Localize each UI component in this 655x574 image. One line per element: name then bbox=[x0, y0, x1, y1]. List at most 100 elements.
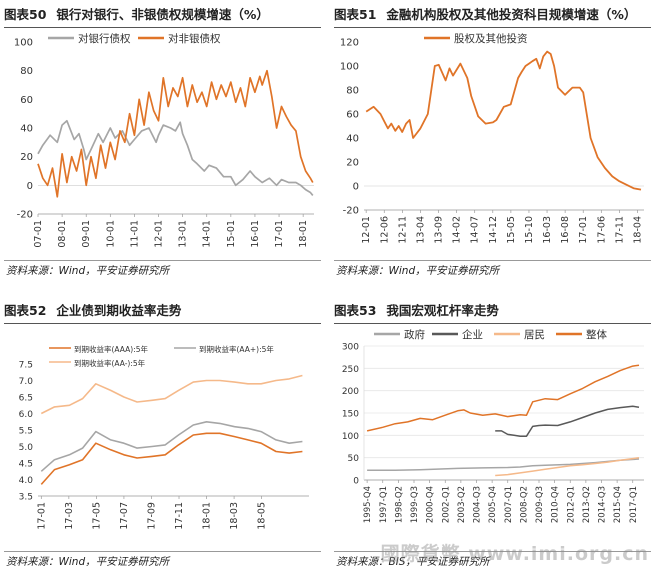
y-tick-label: 3.5 bbox=[19, 493, 33, 503]
chart-title-text: 我国宏观杠杆率走势 bbox=[386, 303, 499, 318]
series-line-1 bbox=[365, 50, 642, 191]
x-tick-label: 2009-Q3 bbox=[535, 486, 545, 523]
source-note: 资料来源：Wind，平安证券研究所 bbox=[336, 265, 500, 277]
chart-number: 图表53 bbox=[334, 303, 377, 318]
x-tick-label: 13-01 bbox=[178, 220, 189, 248]
source-rule bbox=[4, 260, 321, 261]
y-tick-label: 6.5 bbox=[19, 394, 33, 404]
title-rule bbox=[4, 27, 321, 28]
x-tick-label: 1995-Q4 bbox=[363, 486, 373, 523]
chart-canvas: 3.5 4.0 4.5 5.0 5.5 6.0 6.5 7.0 7.5 17-01 17-03 17-… bbox=[19, 344, 309, 530]
y-tick-label: 250 bbox=[342, 365, 359, 375]
series-line-1 bbox=[37, 119, 314, 196]
chart-panel-53: 图表53 我国宏观杠杆率走势 0 50 100 150 200 250 300 1995-Q4 1… bbox=[334, 300, 651, 572]
y-tick-label: 60 bbox=[346, 110, 359, 121]
x-tick-label: 2003-Q2 bbox=[457, 486, 467, 523]
chart-title-text: 金融机构股权及其他投资科目规模增速（%） bbox=[386, 7, 637, 22]
x-tick-label: 2002-Q1 bbox=[441, 486, 451, 523]
y-tick-label: 100 bbox=[340, 62, 359, 73]
x-tick-label: 18-03 bbox=[229, 502, 240, 530]
chart-title-text: 企业债到期收益率走势 bbox=[56, 303, 182, 318]
x-tick-label: 17-01 bbox=[36, 502, 47, 530]
source-note: 资料来源：Wind，平安证券研究所 bbox=[6, 265, 170, 277]
y-tick-label: 4.0 bbox=[19, 476, 34, 486]
title-rule bbox=[334, 323, 651, 324]
x-tick-label: 2007-Q1 bbox=[504, 486, 514, 523]
source-rule bbox=[4, 551, 321, 552]
x-tick-label: 2014-Q3 bbox=[598, 486, 608, 523]
chart-panel-50: 图表50 银行对银行、非银债权规模增速（%） -20 0 20 40 60 80 100 07-… bbox=[4, 4, 321, 280]
series-line-2 bbox=[37, 69, 314, 198]
x-tick-label: 13-09 bbox=[434, 216, 445, 244]
legend-label: 到期收益率(AA+):5年 bbox=[199, 344, 274, 354]
y-tick-label: 6.0 bbox=[19, 410, 34, 420]
source-rule bbox=[334, 260, 651, 261]
chart-canvas: 0 50 100 150 200 250 300 1995-Q4 1997-Q1 1998-Q2 1… bbox=[342, 328, 644, 523]
y-tick-label: 7.5 bbox=[19, 361, 33, 371]
y-tick-label: 100 bbox=[342, 432, 359, 442]
chart-canvas: -20 0 20 40 60 80 100 07-01 08-01 09-01 10-01 11-01… bbox=[14, 32, 314, 248]
x-tick-label: 17-05 bbox=[91, 502, 102, 530]
chart-canvas: -20 0 20 40 60 80 100 120 12-01 12-06 12-11 13-04 13… bbox=[340, 32, 644, 244]
title-rule bbox=[4, 323, 321, 324]
x-tick-label: 17-09 bbox=[146, 502, 157, 530]
x-tick-label: 09-01 bbox=[81, 220, 92, 248]
y-tick-label: 80 bbox=[346, 86, 359, 97]
y-tick-label: 300 bbox=[342, 343, 359, 353]
y-tick-label: 5.0 bbox=[19, 443, 34, 453]
x-tick-label: 17-06 bbox=[596, 216, 607, 244]
chart-title: 图表52 企业债到期收益率走势 bbox=[4, 300, 321, 322]
y-tick-label: 40 bbox=[346, 134, 359, 145]
chart-title-text: 银行对银行、非银债权规模增速（%） bbox=[56, 7, 269, 22]
x-tick-label: 08-01 bbox=[57, 220, 68, 248]
x-tick-label: 10-01 bbox=[105, 220, 116, 248]
y-tick-label: 5.5 bbox=[19, 427, 33, 437]
legend-label: 政府 bbox=[404, 328, 425, 341]
y-tick-label: -20 bbox=[17, 210, 33, 221]
legend-label: 股权及其他投资 bbox=[454, 32, 528, 45]
y-tick-label: 0 bbox=[353, 182, 359, 193]
x-tick-label: 12-01 bbox=[154, 220, 165, 248]
x-tick-label: 12-11 bbox=[397, 216, 408, 244]
x-tick-label: 12-06 bbox=[379, 216, 390, 244]
y-tick-label: 120 bbox=[340, 38, 359, 49]
chart-title: 图表51 金融机构股权及其他投资科目规模增速（%） bbox=[334, 4, 651, 26]
x-tick-label: 18-01 bbox=[298, 220, 309, 248]
x-tick-label: 16-08 bbox=[560, 216, 571, 244]
x-tick-label: 2012-Q1 bbox=[566, 486, 576, 523]
chart-panel-52: 图表52 企业债到期收益率走势 3.5 4.0 4.5 5.0 5.5 6.0 6.5 7.0 7… bbox=[4, 300, 321, 572]
y-tick-label: 50 bbox=[348, 454, 360, 464]
legend-label: 企业 bbox=[462, 328, 483, 341]
watermark: 國際貨幣 www.imi.org.cn bbox=[380, 543, 649, 565]
y-tick-label: 60 bbox=[20, 95, 33, 106]
chart-panel-51: 图表51 金融机构股权及其他投资科目规模增速（%） -20 0 20 40 60 80 100… bbox=[334, 4, 651, 280]
y-tick-label: 0 bbox=[27, 181, 33, 192]
source-note: 资料来源：Wind，平安证券研究所 bbox=[6, 556, 170, 568]
x-tick-label: 2010-Q4 bbox=[551, 486, 561, 523]
title-rule bbox=[334, 27, 651, 28]
x-tick-label: 16-01 bbox=[250, 220, 261, 248]
x-tick-label: 2017-Q1 bbox=[629, 486, 639, 523]
x-tick-label: 15-10 bbox=[524, 216, 535, 244]
series-line-3 bbox=[495, 456, 640, 477]
series-line-1 bbox=[40, 432, 303, 485]
x-tick-label: 17-01 bbox=[578, 216, 589, 244]
y-tick-label: 0 bbox=[353, 477, 359, 487]
x-tick-label: 15-05 bbox=[506, 216, 517, 244]
x-tick-label: 17-11 bbox=[174, 502, 185, 530]
x-tick-label: 2004-Q3 bbox=[473, 486, 483, 523]
x-tick-label: 15-01 bbox=[226, 220, 237, 248]
x-tick-label: 14-01 bbox=[202, 220, 213, 248]
legend-label: 对银行债权 bbox=[78, 32, 131, 45]
y-tick-label: 150 bbox=[342, 410, 359, 420]
y-tick-label: -20 bbox=[343, 206, 359, 217]
x-tick-label: 17-03 bbox=[64, 502, 75, 530]
x-tick-label: 1997-Q1 bbox=[379, 486, 389, 523]
series-line-2 bbox=[495, 405, 640, 437]
x-tick-label: 12-01 bbox=[361, 216, 372, 244]
x-tick-label: 16-03 bbox=[542, 216, 553, 244]
x-tick-label: 2015-Q4 bbox=[613, 486, 623, 523]
x-tick-label: 1998-Q2 bbox=[394, 486, 404, 523]
legend-label: 整体 bbox=[586, 328, 607, 341]
x-tick-label: 17-11 bbox=[614, 216, 625, 244]
